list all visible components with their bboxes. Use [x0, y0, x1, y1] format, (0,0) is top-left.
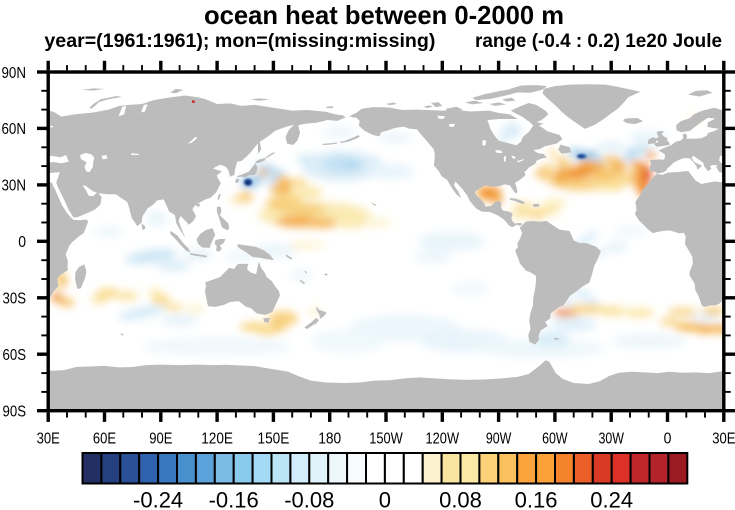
svg-text:180: 180 — [318, 431, 341, 448]
svg-text:-0.24: -0.24 — [133, 488, 183, 510]
svg-text:year=(1961:1961); mon=(missing: year=(1961:1961); mon=(missing:missing) — [44, 31, 435, 52]
svg-text:30W: 30W — [598, 431, 624, 448]
svg-text:30N: 30N — [2, 178, 27, 195]
svg-text:0.24: 0.24 — [590, 488, 633, 510]
svg-text:0: 0 — [379, 488, 391, 510]
svg-text:90N: 90N — [2, 65, 27, 82]
svg-text:0: 0 — [664, 431, 672, 448]
svg-text:120E: 120E — [201, 431, 233, 448]
svg-text:90S: 90S — [3, 404, 27, 421]
svg-text:30E: 30E — [37, 431, 60, 448]
svg-text:120W: 120W — [426, 431, 460, 448]
svg-text:30E: 30E — [712, 431, 735, 448]
svg-text:0.16: 0.16 — [515, 488, 558, 510]
svg-text:0: 0 — [18, 234, 26, 251]
svg-text:ocean heat between 0-2000 m: ocean heat between 0-2000 m — [204, 0, 564, 30]
svg-text:range (-0.4 : 0.2) 1e20 Joule: range (-0.4 : 0.2) 1e20 Joule — [475, 31, 722, 52]
svg-text:60S: 60S — [3, 347, 27, 364]
svg-text:150W: 150W — [369, 431, 403, 448]
svg-text:-0.16: -0.16 — [209, 488, 259, 510]
svg-text:150E: 150E — [258, 431, 290, 448]
svg-text:30S: 30S — [3, 291, 27, 308]
svg-text:0.08: 0.08 — [439, 488, 482, 510]
svg-text:90W: 90W — [486, 431, 512, 448]
svg-text:60W: 60W — [542, 431, 568, 448]
svg-text:60N: 60N — [2, 121, 27, 138]
svg-text:60E: 60E — [93, 431, 116, 448]
svg-text:-0.08: -0.08 — [284, 488, 334, 510]
svg-text:90E: 90E — [149, 431, 172, 448]
